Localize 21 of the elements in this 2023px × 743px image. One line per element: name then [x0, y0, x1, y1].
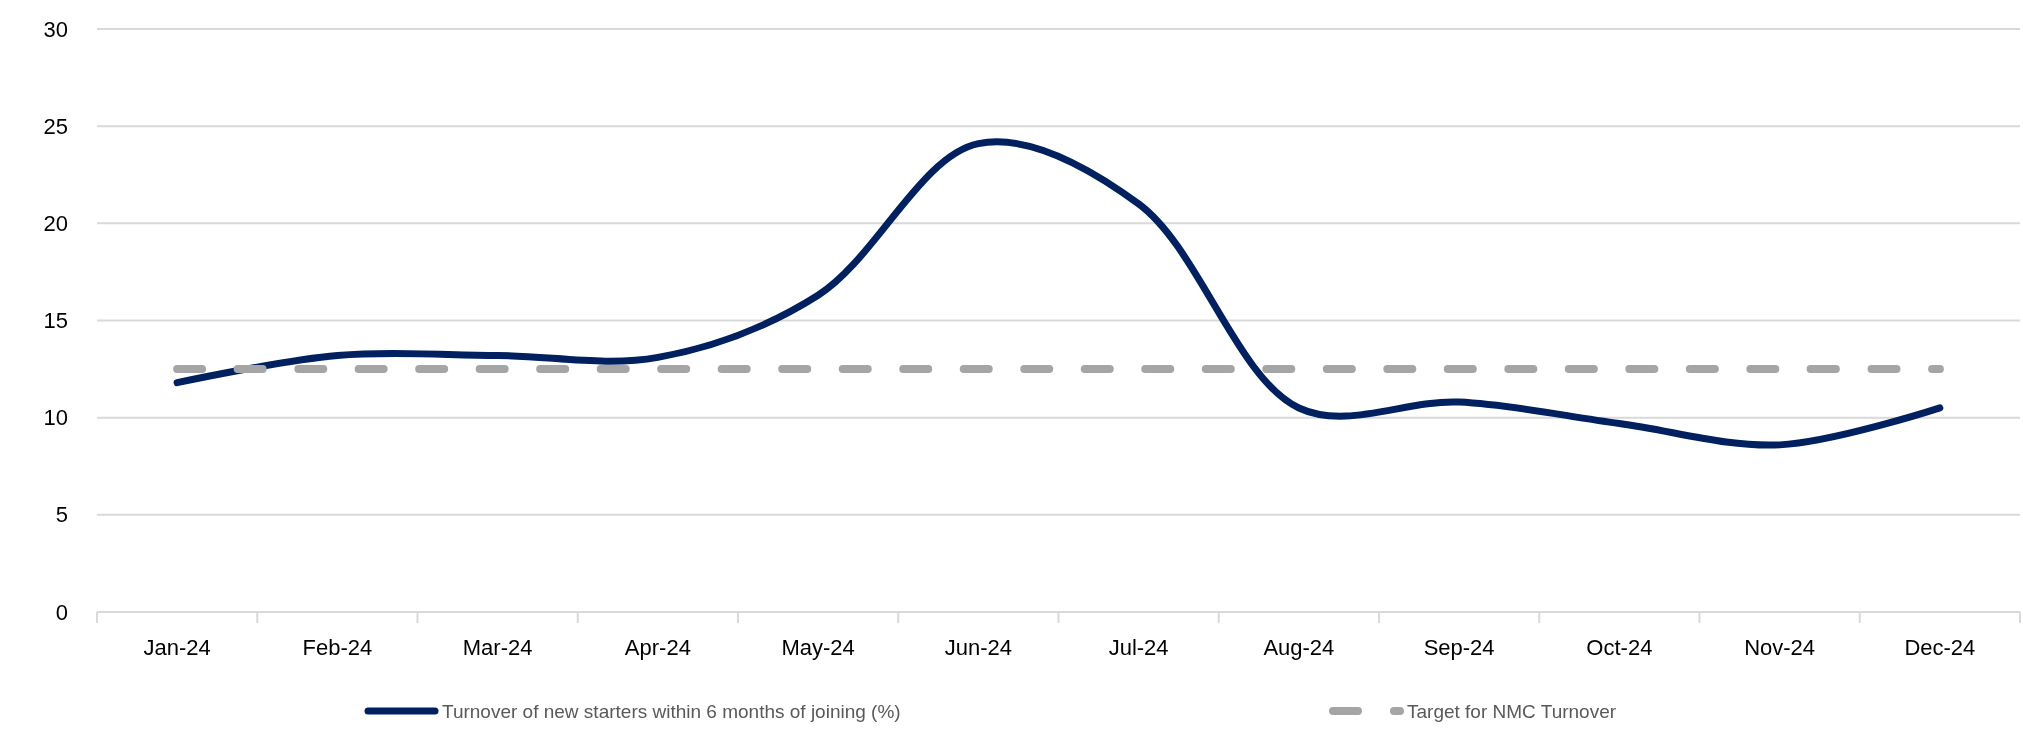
x-tick-label: May-24	[781, 634, 855, 660]
x-tick-label: Oct-24	[1586, 634, 1653, 660]
x-tick-label: Jul-24	[1108, 634, 1169, 660]
x-tick-label: Jan-24	[143, 634, 211, 660]
legend-label: Target for NMC Turnover	[1407, 700, 1617, 722]
y-tick-label: 10	[43, 405, 68, 431]
y-tick-label: 25	[43, 113, 68, 139]
y-tick-label: 0	[55, 599, 68, 625]
y-tick-label: 5	[55, 502, 68, 528]
y-tick-label: 15	[43, 308, 68, 333]
x-tick-label: Dec-24	[1904, 634, 1976, 660]
y-tick-label: 30	[43, 16, 68, 42]
legend-label: Turnover of new starters within 6 months of joining (%)	[442, 700, 901, 722]
x-tick-label: Nov-24	[1744, 634, 1816, 660]
x-tick-label: Aug-24	[1263, 634, 1335, 660]
x-tick-label: Jun-24	[944, 634, 1013, 660]
x-tick-label: Apr-24	[624, 634, 691, 660]
x-tick-label: Feb-24	[302, 634, 373, 660]
x-tick-label: Mar-24	[462, 634, 533, 660]
x-tick-label: Sep-24	[1423, 634, 1495, 660]
y-tick-label: 20	[43, 210, 68, 236]
